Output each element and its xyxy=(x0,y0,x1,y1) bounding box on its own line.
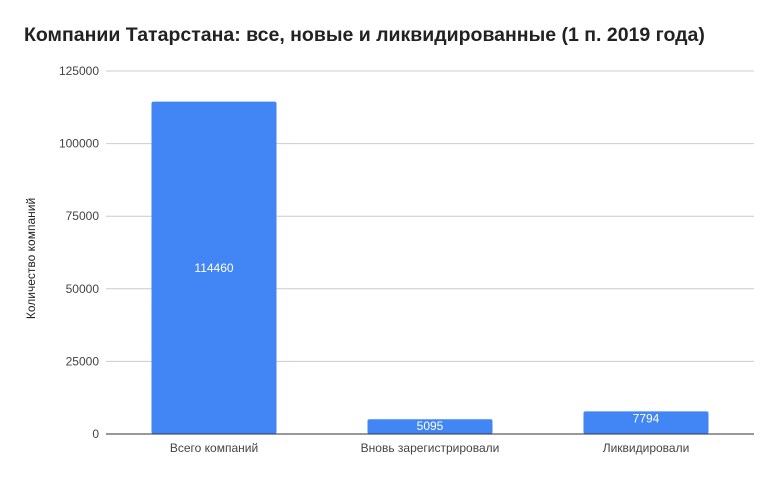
bars: 114460 5095 7794 xyxy=(151,101,709,435)
y-axis-title: Количество компаний xyxy=(24,198,38,319)
y-tick-label: 125000 xyxy=(59,64,99,78)
y-tick-label: 0 xyxy=(92,427,99,441)
y-tick-label: 100000 xyxy=(59,137,99,151)
y-axis-ticks: 0 25000 50000 75000 100000 125000 xyxy=(59,64,99,441)
bar xyxy=(151,101,277,435)
bar-data-label: 7794 xyxy=(633,411,660,425)
gridlines xyxy=(106,70,754,362)
x-tick-label: Всего компаний xyxy=(170,441,258,455)
bar-data-label: 114460 xyxy=(194,261,233,275)
bar xyxy=(583,411,709,434)
x-tick-label: Ликвидировали xyxy=(603,441,690,455)
x-tick-label: Вновь зарегистрировали xyxy=(361,441,500,455)
y-tick-label: 75000 xyxy=(66,209,100,223)
bar xyxy=(367,419,493,434)
y-tick-label: 50000 xyxy=(66,282,100,296)
bar-data-label: 5095 xyxy=(417,419,444,433)
chart-title: Компании Татарстана: все, новые и ликвид… xyxy=(24,24,705,46)
x-axis-ticks: Всего компаний Вновь зарегистрировали Ликв… xyxy=(170,441,689,455)
y-tick-label: 25000 xyxy=(66,354,100,368)
